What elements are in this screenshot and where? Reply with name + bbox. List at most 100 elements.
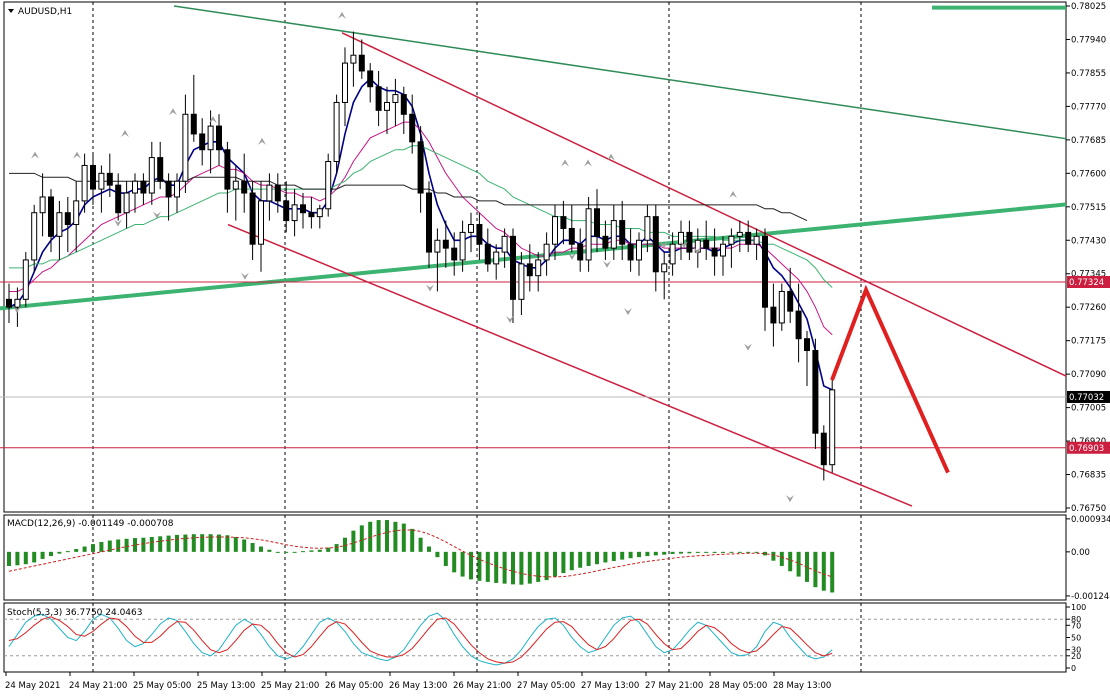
candle[interactable] xyxy=(560,200,567,245)
candle[interactable] xyxy=(98,165,105,213)
candle[interactable] xyxy=(644,204,651,253)
candle[interactable] xyxy=(48,189,54,253)
candle[interactable] xyxy=(333,94,340,174)
candle[interactable] xyxy=(350,31,357,87)
candle[interactable] xyxy=(451,232,458,276)
candle[interactable] xyxy=(190,74,197,142)
candle[interactable] xyxy=(409,94,416,154)
price-panel[interactable]: 0.78025 0.77940 0.77855 0.77770 0.77685 0.776… xyxy=(0,1,1110,514)
trend-line[interactable] xyxy=(173,5,1067,140)
candle[interactable] xyxy=(434,228,441,292)
candle[interactable] xyxy=(720,236,726,276)
candle[interactable] xyxy=(442,220,449,268)
candle[interactable] xyxy=(543,232,550,276)
candle[interactable] xyxy=(140,173,147,205)
candle[interactable] xyxy=(199,118,206,166)
triangle-down-icon[interactable] xyxy=(8,9,14,13)
candle[interactable] xyxy=(367,63,374,103)
candle[interactable] xyxy=(661,252,668,300)
candle[interactable] xyxy=(468,212,474,253)
candle[interactable] xyxy=(484,228,491,272)
candle[interactable] xyxy=(518,252,525,316)
candle[interactable] xyxy=(476,212,483,260)
candle[interactable] xyxy=(501,228,508,268)
candle[interactable] xyxy=(325,153,332,217)
candle[interactable] xyxy=(787,267,794,323)
candle[interactable] xyxy=(602,220,609,260)
candle[interactable] xyxy=(182,94,189,194)
candle[interactable] xyxy=(728,228,735,268)
candle[interactable] xyxy=(812,338,819,449)
candle[interactable] xyxy=(736,220,743,253)
candle[interactable] xyxy=(703,220,710,260)
candle[interactable] xyxy=(459,220,466,272)
candle[interactable] xyxy=(577,228,584,272)
candle[interactable] xyxy=(232,165,239,221)
candle[interactable] xyxy=(678,220,684,260)
candle[interactable] xyxy=(795,283,802,363)
candle[interactable] xyxy=(258,181,264,272)
candle[interactable] xyxy=(342,47,348,127)
candle[interactable] xyxy=(64,196,71,253)
candle[interactable] xyxy=(224,141,231,213)
candle[interactable] xyxy=(31,204,38,272)
candle[interactable] xyxy=(266,173,273,221)
candle[interactable] xyxy=(526,244,533,292)
candle[interactable] xyxy=(22,252,29,308)
candle[interactable] xyxy=(174,173,180,213)
candle[interactable] xyxy=(148,141,155,205)
candle[interactable] xyxy=(652,204,659,292)
candle[interactable] xyxy=(745,220,752,253)
candle[interactable] xyxy=(123,181,130,229)
candle[interactable] xyxy=(73,181,80,253)
candle[interactable] xyxy=(56,200,63,260)
candle[interactable] xyxy=(753,228,760,260)
candle[interactable] xyxy=(594,189,600,253)
candle[interactable] xyxy=(669,232,676,276)
candle[interactable] xyxy=(81,153,88,213)
forecast-arrow[interactable] xyxy=(830,284,950,474)
candle[interactable] xyxy=(829,378,836,473)
candle[interactable] xyxy=(316,204,323,229)
candle[interactable] xyxy=(274,173,281,213)
candle[interactable] xyxy=(762,228,768,331)
candle[interactable] xyxy=(283,181,290,233)
candle[interactable] xyxy=(384,86,390,134)
candle[interactable] xyxy=(510,228,516,323)
candle[interactable] xyxy=(778,283,785,331)
candle[interactable] xyxy=(6,283,12,323)
candle[interactable] xyxy=(14,287,21,327)
candle[interactable] xyxy=(132,173,138,213)
candle[interactable] xyxy=(115,173,122,221)
candle[interactable] xyxy=(157,141,164,190)
candle[interactable] xyxy=(106,153,113,197)
candle[interactable] xyxy=(400,86,407,134)
candle[interactable] xyxy=(216,114,222,166)
candle[interactable] xyxy=(585,196,592,272)
candle[interactable] xyxy=(375,70,382,127)
candle[interactable] xyxy=(770,283,777,347)
candle[interactable] xyxy=(493,244,500,280)
candle[interactable] xyxy=(241,153,248,213)
macd-panel[interactable]: 0.000934 0.00 -0.001248 xyxy=(3,514,1110,602)
candle[interactable] xyxy=(820,425,827,481)
candle[interactable] xyxy=(552,204,558,260)
trend-line[interactable] xyxy=(0,202,1067,311)
candle[interactable] xyxy=(358,39,365,79)
candle[interactable] xyxy=(636,232,642,276)
candle[interactable] xyxy=(711,228,718,276)
candle[interactable] xyxy=(308,196,315,229)
candle[interactable] xyxy=(804,330,810,386)
candle[interactable] xyxy=(90,153,96,205)
candle[interactable] xyxy=(291,189,298,237)
candle[interactable] xyxy=(300,193,306,229)
candle[interactable] xyxy=(165,173,172,221)
candle[interactable] xyxy=(392,78,399,127)
candle[interactable] xyxy=(535,252,542,292)
candle[interactable] xyxy=(619,200,626,260)
candle[interactable] xyxy=(249,181,256,260)
candle[interactable] xyxy=(610,204,617,260)
candle[interactable] xyxy=(39,173,46,237)
candle[interactable] xyxy=(426,181,432,268)
